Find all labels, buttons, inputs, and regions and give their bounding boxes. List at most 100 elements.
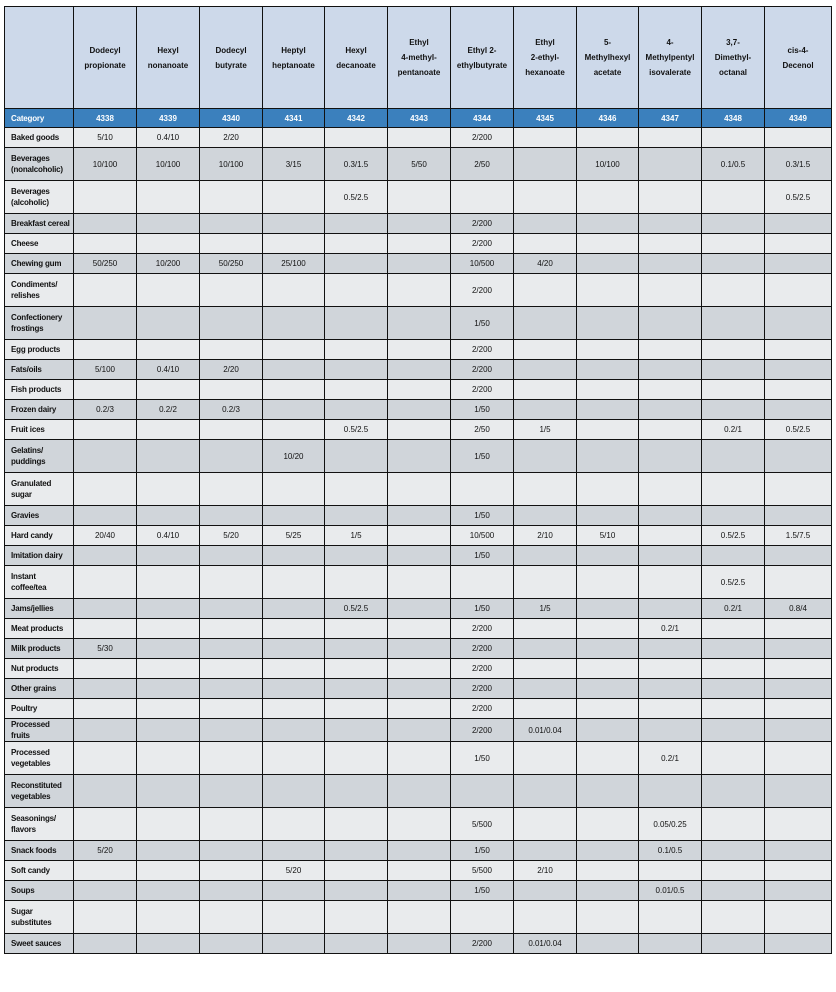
table-cell xyxy=(387,933,451,954)
table-cell xyxy=(136,379,200,400)
table-cell xyxy=(262,718,325,742)
table-cell: 0.1/0.5 xyxy=(638,840,702,861)
table-cell: 0.5/2.5 xyxy=(324,419,388,440)
table-cell: 0.4/10 xyxy=(136,127,200,148)
table-cell: 2/200 xyxy=(450,658,514,679)
table-cell xyxy=(638,598,702,619)
table-cell xyxy=(262,127,325,148)
table-cell xyxy=(576,718,639,742)
table-cell xyxy=(576,618,639,639)
table-cell xyxy=(576,900,639,934)
table-cell: 0.5/2.5 xyxy=(764,180,832,214)
flavor-usage-table: Dodecyl propionate Hexyl nonanoate Dodecyl… xyxy=(4,6,832,954)
table-row: Fish products 2/200 xyxy=(4,379,832,400)
table-cell xyxy=(576,472,639,506)
table-row: Jams/jellies 0.5/2.5 1/50 1/5 0.2/1 0.8/4 xyxy=(4,598,832,619)
table-row: Reconstituted vegetables xyxy=(4,774,832,808)
table-cell xyxy=(387,339,451,360)
table-cell xyxy=(199,840,263,861)
table-cell xyxy=(73,180,137,214)
table-cell xyxy=(764,127,832,148)
table-cell xyxy=(701,213,765,234)
table-cell xyxy=(136,505,200,526)
table-cell xyxy=(199,439,263,473)
table-row: Sugar substitutes xyxy=(4,900,832,934)
table-cell xyxy=(73,339,137,360)
table-cell xyxy=(701,880,765,901)
table-cell xyxy=(387,618,451,639)
table-cell xyxy=(701,180,765,214)
table-cell: 5/25 xyxy=(262,525,325,546)
table-cell xyxy=(324,678,388,699)
table-cell xyxy=(764,807,832,841)
table-cell xyxy=(136,774,200,808)
table-row: Sweet sauces 2/200 0.01/0.04 xyxy=(4,933,832,954)
table-cell: 2/200 xyxy=(450,233,514,254)
table-cell xyxy=(262,774,325,808)
table-cell xyxy=(638,565,702,599)
table-cell xyxy=(701,618,765,639)
table-cell xyxy=(136,472,200,506)
table-cell xyxy=(262,306,325,340)
table-cell xyxy=(387,213,451,234)
table-cell xyxy=(324,718,388,742)
row-category: Baked goods xyxy=(4,127,74,148)
table-cell xyxy=(324,860,388,881)
table-cell: 0.01/0.04 xyxy=(513,933,577,954)
table-cell xyxy=(199,213,263,234)
table-cell xyxy=(701,698,765,719)
table-cell xyxy=(262,840,325,861)
table-cell xyxy=(638,505,702,526)
table-cell xyxy=(701,638,765,659)
table-cell xyxy=(136,658,200,679)
category-label: Category xyxy=(4,108,74,128)
table-cell xyxy=(387,545,451,566)
table-row: Beverages (alcoholic) 0.5/2.5 0.5/2.5 xyxy=(4,180,832,214)
table-cell: 2/200 xyxy=(450,698,514,719)
table-cell xyxy=(638,860,702,881)
table-row: Processed fruits 2/200 0.01/0.04 xyxy=(4,718,832,742)
table-cell: 2/10 xyxy=(513,860,577,881)
table-cell: 2/200 xyxy=(450,718,514,742)
table-cell: 1/50 xyxy=(450,840,514,861)
table-cell xyxy=(262,472,325,506)
table-cell xyxy=(701,306,765,340)
column-header: Dodecyl propionate xyxy=(73,6,137,109)
row-category: Processed vegetables xyxy=(4,741,74,775)
table-cell xyxy=(638,339,702,360)
table-cell xyxy=(324,618,388,639)
table-cell: 5/20 xyxy=(199,525,263,546)
column-id: 4341 xyxy=(262,108,325,128)
table-cell: 5/500 xyxy=(450,807,514,841)
table-cell xyxy=(701,840,765,861)
table-cell: 0.01/0.04 xyxy=(513,718,577,742)
column-id: 4347 xyxy=(638,108,702,128)
table-cell: 1/50 xyxy=(450,545,514,566)
table-cell xyxy=(324,359,388,380)
table-cell xyxy=(576,880,639,901)
table-cell xyxy=(576,565,639,599)
table-cell xyxy=(387,359,451,380)
row-category: Fruit ices xyxy=(4,419,74,440)
table-cell xyxy=(136,618,200,639)
table-cell xyxy=(136,933,200,954)
table-cell xyxy=(136,306,200,340)
table-cell: 1/50 xyxy=(450,439,514,473)
table-row: Condiments/ relishes 2/200 xyxy=(4,273,832,307)
column-id: 4349 xyxy=(764,108,832,128)
table-cell xyxy=(324,658,388,679)
table-cell xyxy=(324,565,388,599)
table-cell xyxy=(262,807,325,841)
table-cell: 0.2/3 xyxy=(73,399,137,420)
table-cell: 5/10 xyxy=(576,525,639,546)
table-cell: 2/200 xyxy=(450,213,514,234)
table-cell xyxy=(136,419,200,440)
column-header: 3,7- Dimethyl- octanal xyxy=(701,6,765,109)
table-cell xyxy=(136,233,200,254)
table-cell xyxy=(764,900,832,934)
table-cell xyxy=(701,678,765,699)
table-cell xyxy=(199,774,263,808)
table-cell xyxy=(262,359,325,380)
column-header: Ethyl 4-methyl- pentanoate xyxy=(387,6,451,109)
row-category: Beverages (alcoholic) xyxy=(4,180,74,214)
